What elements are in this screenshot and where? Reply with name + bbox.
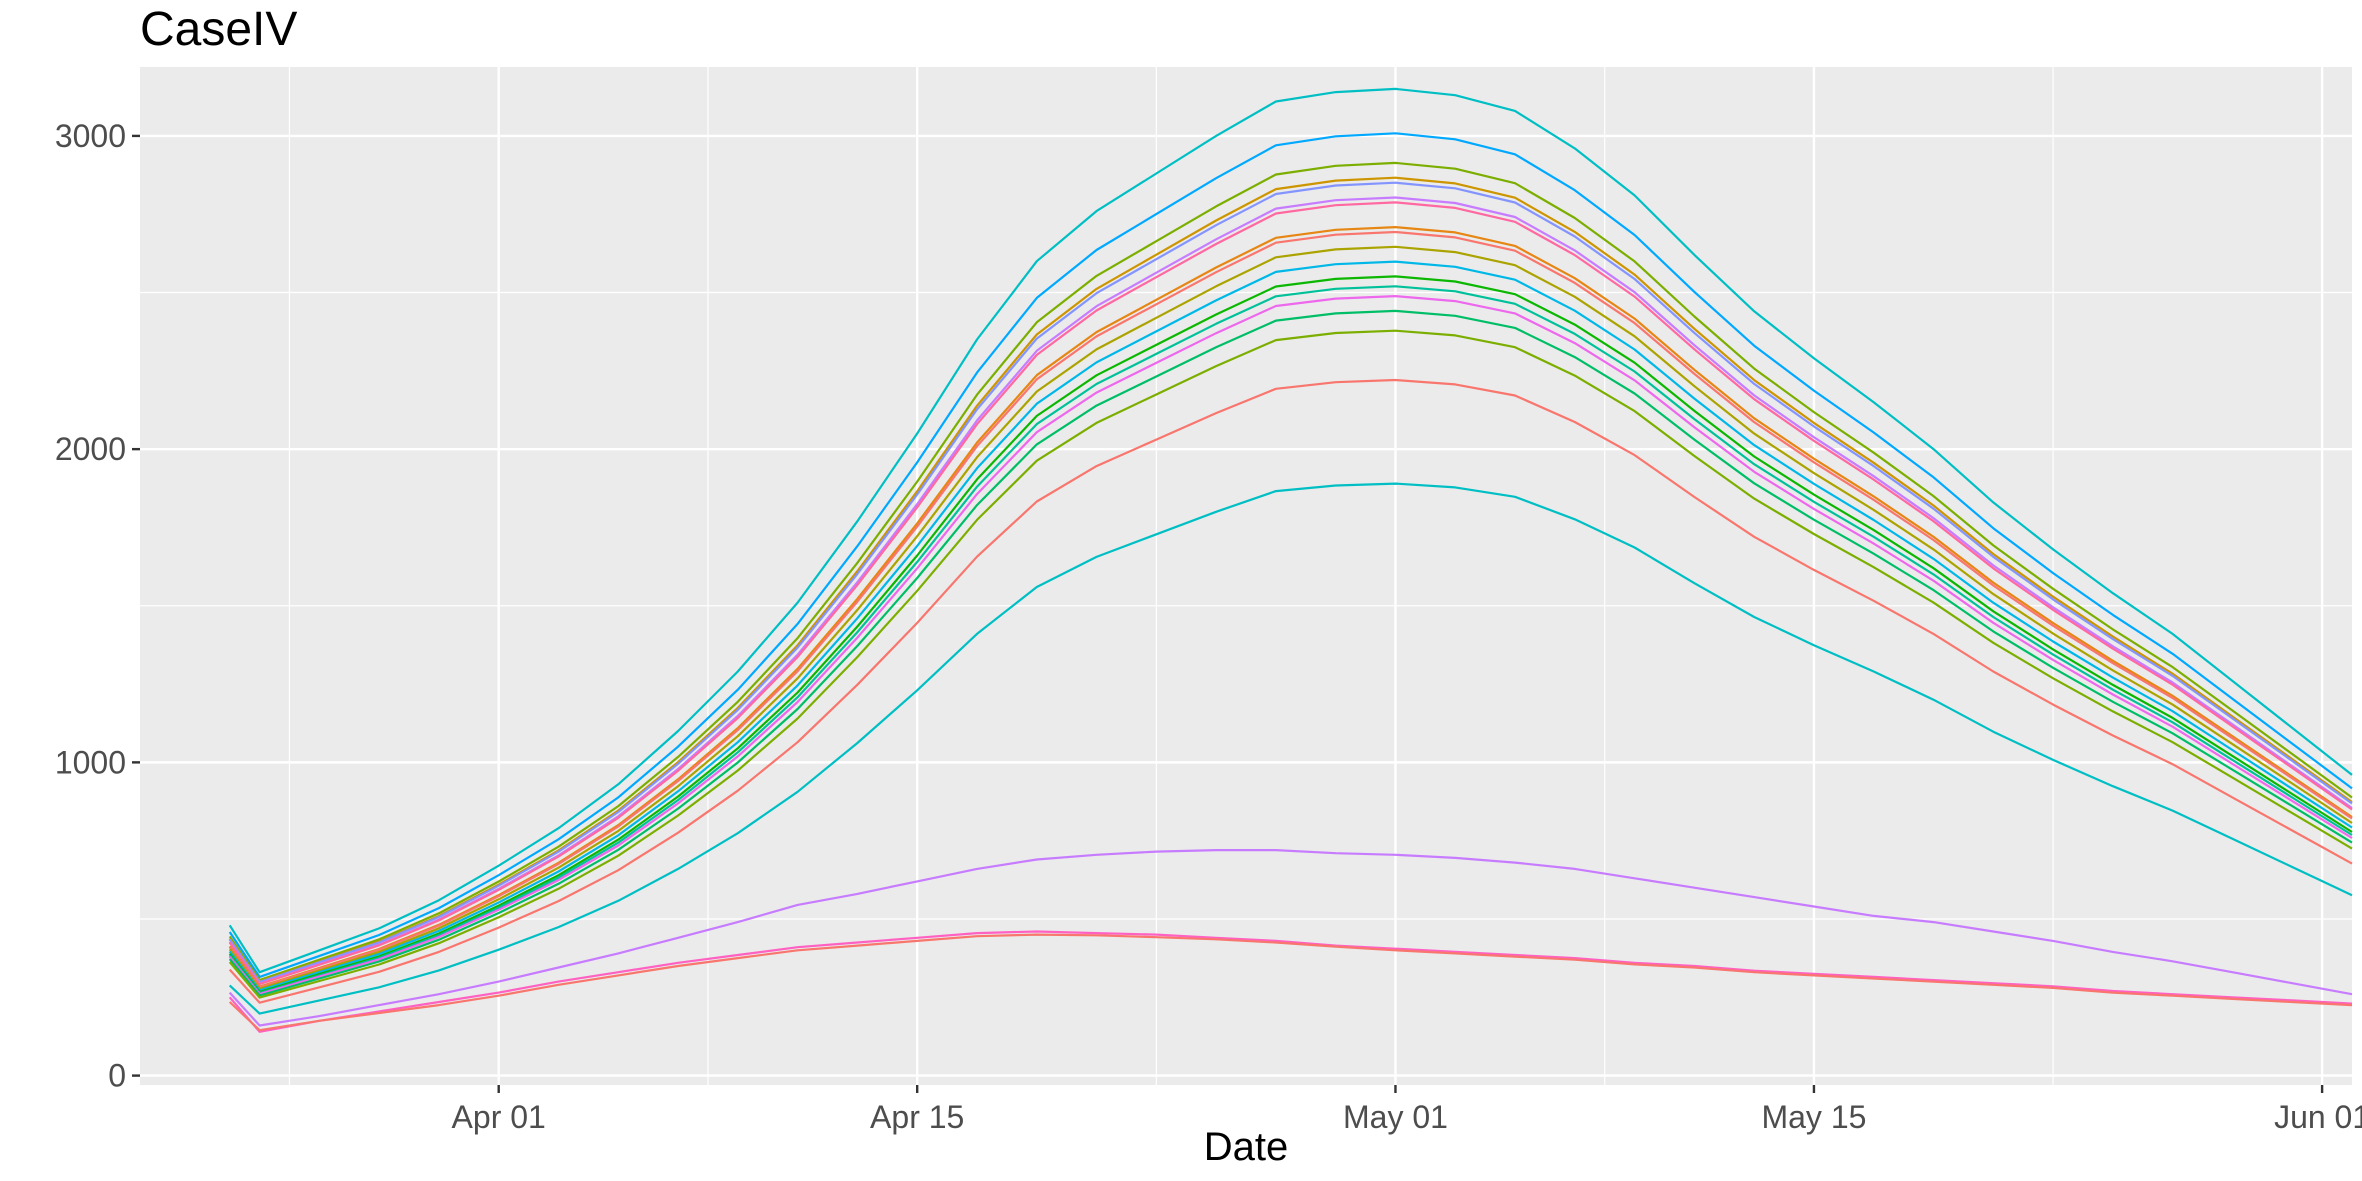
x-tick-label: May 01 xyxy=(1343,1099,1448,1135)
series-line-10 xyxy=(228,260,2353,992)
series-line-12 xyxy=(228,285,2353,995)
y-axis-tick-labels: 0 1000 2000 3000 xyxy=(55,118,126,1094)
y-tick-label: 1000 xyxy=(55,744,126,780)
series-line-14 xyxy=(228,309,2353,997)
y-tick-label: 3000 xyxy=(55,118,126,154)
series-line-19 xyxy=(228,930,2353,1033)
series-line-9 xyxy=(228,245,2353,990)
series-line-2 xyxy=(228,161,2353,982)
series-line-6 xyxy=(228,201,2353,986)
x-tick-label: Apr 15 xyxy=(870,1099,964,1135)
series-line-16 xyxy=(228,378,2353,1004)
series-line-13 xyxy=(228,295,2353,996)
series-line-0 xyxy=(228,87,2353,974)
x-axis-tick-labels: Apr 01 Apr 15 May 01 May 15 Jun 01 xyxy=(452,1099,2362,1135)
axis-ticks xyxy=(132,134,2324,1093)
series-line-15 xyxy=(228,329,2353,999)
series-line-8 xyxy=(228,230,2353,989)
series-line-11 xyxy=(228,275,2353,994)
series-line-18 xyxy=(228,848,2353,1027)
series-line-17 xyxy=(228,482,2353,1015)
x-axis-title: Date xyxy=(1204,1125,1289,1169)
series-line-1 xyxy=(228,132,2353,979)
x-tick-label: Jun 01 xyxy=(2274,1099,2362,1135)
series-line-20 xyxy=(228,933,2353,1032)
x-tick-label: May 15 xyxy=(1761,1099,1866,1135)
x-tick-label: Apr 01 xyxy=(452,1099,546,1135)
minor-grid xyxy=(140,67,2352,1085)
series-layer xyxy=(228,87,2353,1033)
y-tick-label: 0 xyxy=(108,1058,126,1094)
major-grid xyxy=(140,67,2352,1085)
series-line-4 xyxy=(228,181,2353,984)
y-tick-label: 2000 xyxy=(55,431,126,467)
chart-title: CaseIV xyxy=(140,3,297,56)
